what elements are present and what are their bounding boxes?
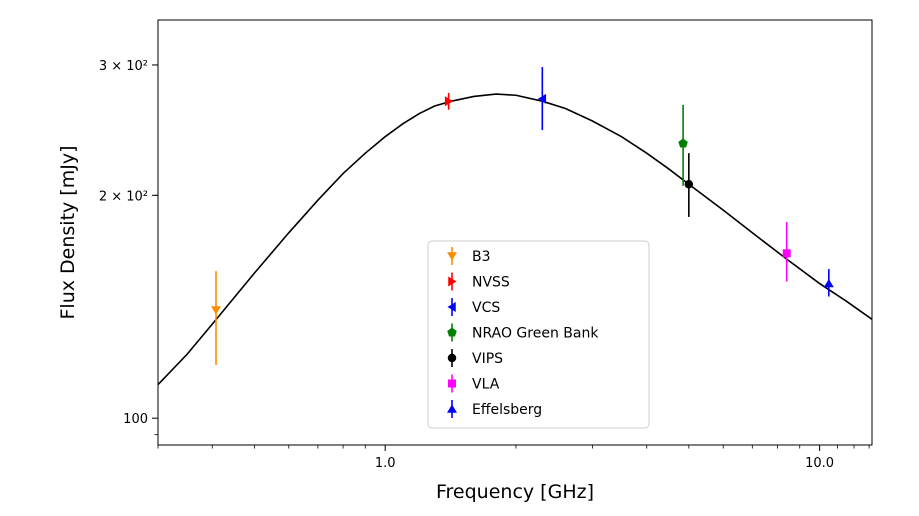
y-tick-label: 100 [123,412,148,427]
legend-marker-effelsberg [447,404,457,413]
data-point-vcs [537,93,547,104]
x-tick-label: 1.0 [375,456,396,471]
legend-marker-b3 [447,252,457,261]
legend-label-vcs: VCS [472,300,500,316]
legend-label-b3: B3 [472,249,491,265]
data-point-vla [782,249,791,258]
legend-marker-vcs [447,302,456,312]
axes-frame [157,19,873,446]
legend-label-vips: VIPS [472,351,503,367]
legend-label-vla: VLA [472,377,500,393]
data-point-effelsberg [823,279,834,288]
legend-marker-nrao-green-bank [447,327,457,337]
plot-area [157,67,873,386]
y-tick-label: 3 × 10² [99,59,148,74]
y-axis-label: Flux Density [mJy] [57,146,79,320]
legend-label-nrao-green-bank: NRAO Green Bank [472,326,599,342]
data-point-vips [684,180,694,189]
data-point-nvss [444,96,454,107]
data-point-b3 [211,306,222,315]
legend-label-effelsberg: Effelsberg [472,402,542,418]
x-tick-label: 10.0 [805,456,834,471]
y-tick-label: 2 × 10² [99,189,148,204]
data-point-nrao-green-bank [678,138,688,148]
axis-ticks: 1.0 10.0 100 2 × 10² 3 × 10² [99,59,870,471]
legend-box [427,240,650,429]
legend-marker-vips [447,353,457,363]
legend: B3 NVSS VCS NRAO Green Bank VIPS VLA Effelsber… [427,240,650,429]
legend-label-nvss: NVSS [472,275,510,291]
legend-marker-vla [448,379,456,388]
fit-curve [157,93,873,386]
legend-marker-nvss [448,276,457,287]
x-axis-label: Frequency [GHz] [436,481,594,503]
